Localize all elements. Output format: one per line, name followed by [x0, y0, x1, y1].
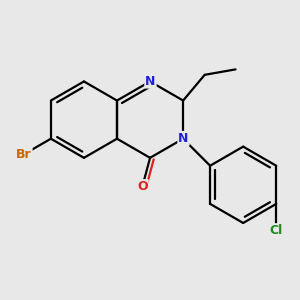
Text: Cl: Cl	[270, 224, 283, 237]
Text: O: O	[137, 180, 148, 193]
Text: Br: Br	[16, 148, 32, 161]
Text: N: N	[145, 75, 156, 88]
Text: N: N	[178, 132, 189, 145]
